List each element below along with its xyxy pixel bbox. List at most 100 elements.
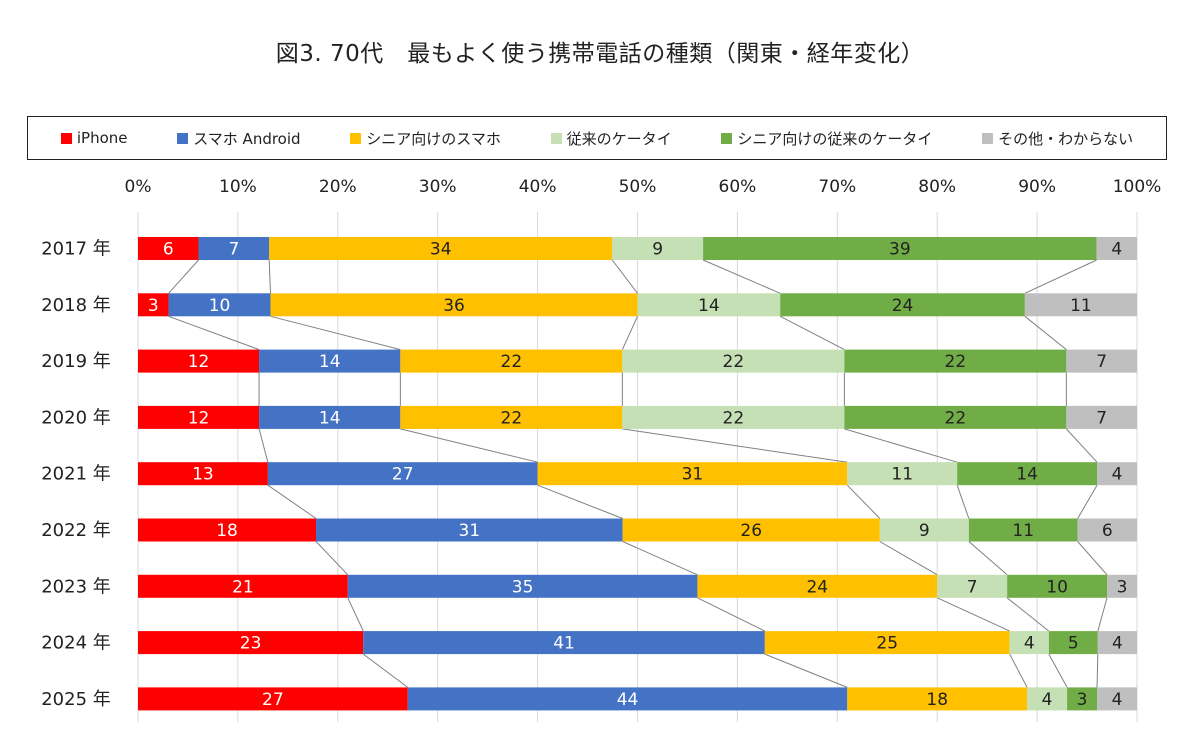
category-label: 2021 年 xyxy=(41,464,111,485)
data-label: 4 xyxy=(1024,634,1035,654)
series-connector-line xyxy=(258,428,269,463)
bar-segment xyxy=(622,518,880,542)
chart-title: 図3. 70代 最もよく使う携帯電話の種類（関東・経年変化） xyxy=(275,41,925,67)
series-connector-line xyxy=(622,541,698,576)
bar-segment xyxy=(138,687,408,711)
data-label: 12 xyxy=(188,352,210,372)
category-label: 2019 年 xyxy=(41,351,111,372)
legend-item: その他・わからない xyxy=(982,128,1133,149)
data-label: 22 xyxy=(723,352,745,372)
bar-segment xyxy=(259,349,401,373)
category-label: 2023 年 xyxy=(41,576,111,597)
data-label: 6 xyxy=(163,240,174,260)
bar-segment xyxy=(764,631,1010,655)
bar-segment xyxy=(1097,462,1137,486)
series-connector-line xyxy=(779,315,845,351)
series-connector-line xyxy=(1009,653,1028,688)
data-label: 39 xyxy=(889,240,911,260)
bar-segment xyxy=(697,574,938,598)
data-label: 23 xyxy=(240,634,262,654)
data-label: 9 xyxy=(652,240,663,260)
bar-segment xyxy=(968,518,1078,542)
series-connector-line xyxy=(168,315,260,351)
x-tick-label: 80% xyxy=(918,177,956,197)
category-label: 2022 年 xyxy=(41,520,111,541)
bar-segment xyxy=(780,293,1025,317)
legend-label: スマホ Android xyxy=(193,129,301,148)
bar-segment xyxy=(1066,405,1137,429)
x-tick-label: 60% xyxy=(719,177,757,197)
data-label: 27 xyxy=(392,465,414,485)
x-tick-label: 30% xyxy=(419,177,457,197)
series-connector-line xyxy=(697,597,766,632)
series-connector-line xyxy=(537,484,623,519)
series-connector-line xyxy=(267,484,317,519)
bar-segment xyxy=(879,518,969,542)
x-tick-label: 100% xyxy=(1113,177,1162,197)
bar-segment xyxy=(1007,574,1108,598)
data-label: 3 xyxy=(1117,577,1128,597)
bar-segment xyxy=(847,462,958,486)
bar-segment xyxy=(269,237,613,260)
data-label: 12 xyxy=(188,408,210,428)
bar-segment xyxy=(537,462,848,486)
data-label: 21 xyxy=(232,577,254,597)
series-connector-line xyxy=(936,597,1010,632)
bar-segment xyxy=(844,349,1067,373)
data-label: 24 xyxy=(892,296,914,316)
bar-segment xyxy=(1097,687,1137,711)
legend-label: iPhone xyxy=(76,129,128,147)
x-tick-label: 10% xyxy=(219,177,257,197)
x-tick-label: 40% xyxy=(519,177,557,197)
data-label: 11 xyxy=(1070,296,1092,316)
series-connector-line xyxy=(611,259,638,294)
legend-swatch xyxy=(350,132,362,144)
data-label: 14 xyxy=(319,408,341,428)
bar-segment xyxy=(612,237,704,260)
bar-segment xyxy=(270,293,638,317)
series-connector-line xyxy=(400,428,538,463)
bar-segment xyxy=(138,462,268,486)
category-label: 2025 年 xyxy=(41,689,111,710)
series-connector-line xyxy=(268,259,272,294)
series-connector-line xyxy=(968,541,1008,576)
data-label: 10 xyxy=(209,296,231,316)
data-label: 41 xyxy=(553,634,575,654)
bar-segment xyxy=(844,405,1067,429)
data-label: 31 xyxy=(682,465,704,485)
bar-segment xyxy=(1009,631,1049,655)
series-connector-line xyxy=(846,484,881,519)
bar-segment xyxy=(1107,574,1137,598)
bar-segment xyxy=(168,293,271,317)
bar-segment xyxy=(407,687,848,711)
series-connector-line xyxy=(622,428,848,463)
data-label: 14 xyxy=(319,352,341,372)
bar-segment xyxy=(1067,687,1098,711)
legend-swatch xyxy=(177,132,189,144)
series-connector-line xyxy=(1065,428,1098,463)
series-connector-line xyxy=(1096,654,1099,688)
bar-segment xyxy=(703,237,1097,260)
category-label: 2018 年 xyxy=(41,295,111,316)
data-label: 25 xyxy=(876,634,898,654)
series-connector-line xyxy=(879,541,938,576)
data-label: 22 xyxy=(945,352,967,372)
data-label: 31 xyxy=(459,521,481,541)
data-label: 22 xyxy=(945,408,967,428)
data-label: 4 xyxy=(1112,690,1123,710)
bar-segment xyxy=(1097,631,1137,655)
data-label: 24 xyxy=(806,577,828,597)
bar-segment xyxy=(637,293,781,317)
series-connector-line xyxy=(702,259,781,294)
bar-segment xyxy=(1066,349,1137,373)
series-connector-line xyxy=(1006,597,1050,632)
bar-segment xyxy=(347,574,698,598)
bar-segment xyxy=(1077,518,1137,542)
data-label: 7 xyxy=(967,577,978,597)
data-label: 5 xyxy=(1068,634,1079,654)
data-label: 18 xyxy=(216,521,238,541)
bar-segment xyxy=(847,687,1028,711)
series-connector-line xyxy=(270,315,401,351)
series-connector-line xyxy=(347,597,364,632)
data-label: 13 xyxy=(192,465,214,485)
